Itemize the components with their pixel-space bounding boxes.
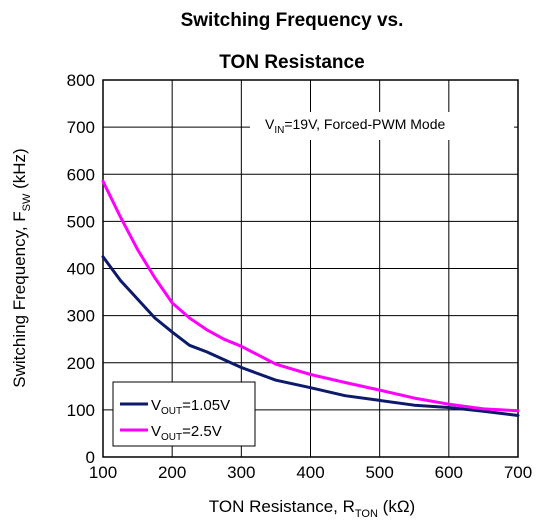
y-tick-label: 700	[67, 118, 95, 137]
series-line-1	[101, 179, 520, 413]
y-tick-label: 800	[67, 71, 95, 90]
legend-label-1-pre: V	[151, 423, 161, 440]
x-tick-label: 400	[296, 463, 324, 482]
y-tick-label: 100	[67, 401, 95, 420]
chart-title-line2: TON Resistance	[219, 52, 364, 73]
legend: VOUT=1.05V VOUT=2.5V	[112, 381, 256, 447]
x-axis-label: TON Resistance, RTON (kΩ)	[209, 497, 415, 520]
plot-frame	[102, 79, 519, 458]
x-tick-label: 700	[504, 463, 532, 482]
legend-label-1-sub: OUT	[161, 432, 182, 443]
annotation-background	[250, 112, 514, 140]
legend-label-vout-1-05v: VOUT=1.05V	[151, 397, 230, 417]
x-tick-label: 500	[365, 463, 393, 482]
legend-label-0-post: =1.05V	[182, 397, 230, 414]
y-tick-label: 600	[67, 165, 95, 184]
legend-label-1-post: =2.5V	[182, 423, 222, 440]
y-tick-label: 500	[67, 212, 95, 231]
chart-title-line1: Switching Frequency vs.	[181, 10, 404, 31]
x-tick-label: 100	[89, 463, 117, 482]
y-axis-label-sub: SW	[21, 193, 33, 211]
series-line-0	[101, 255, 520, 417]
legend-label-0-sub: OUT	[161, 406, 182, 417]
annotation-text: VIN=19V, Forced-PWM Mode	[265, 116, 445, 136]
x-axis-label-unit: (kΩ)	[378, 497, 415, 516]
y-tick-labels: 0 100 200 300 400 500 600 700 800	[67, 71, 95, 467]
legend-label-vout-2-5v: VOUT=2.5V	[151, 423, 222, 443]
annotation-pre: V	[265, 116, 275, 132]
x-tick-label: 600	[435, 463, 463, 482]
y-axis-label-main: Switching Frequency, F	[10, 211, 29, 387]
annotation-sub: IN	[274, 125, 284, 136]
y-axis-label: Switching Frequency, FSW (kHz)	[10, 148, 33, 387]
y-tick-label: 400	[67, 260, 95, 279]
y-tick-label: 0	[86, 448, 95, 467]
x-tick-label: 300	[227, 463, 255, 482]
y-tick-label: 300	[67, 307, 95, 326]
legend-label-0-pre: V	[151, 397, 161, 414]
y-axis-label-unit: (kHz)	[10, 148, 29, 193]
x-axis-label-main: TON Resistance, R	[209, 497, 355, 516]
legend-box	[112, 381, 256, 447]
x-tick-label: 200	[158, 463, 186, 482]
y-tick-label: 200	[67, 354, 95, 373]
x-axis-label-sub: TON	[355, 508, 378, 520]
annotation-post: =19V, Forced-PWM Mode	[284, 116, 445, 132]
x-tick-labels: 100 200 300 400 500 600 700	[89, 463, 532, 482]
grid-lines	[102, 79, 519, 458]
series-lines	[101, 179, 520, 417]
